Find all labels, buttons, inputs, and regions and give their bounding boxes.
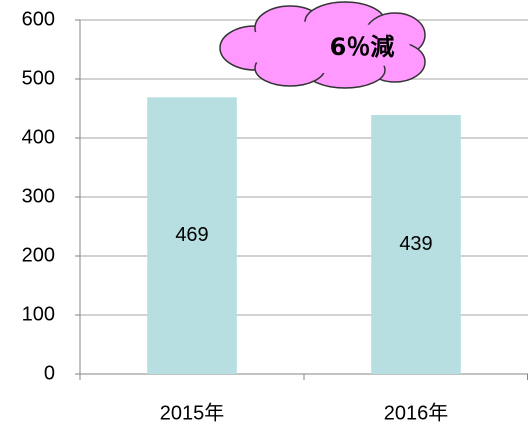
value-label: 469 bbox=[175, 224, 208, 246]
y-tick-label: 100 bbox=[22, 303, 55, 325]
value-label: 439 bbox=[399, 233, 432, 255]
y-tick-label: 600 bbox=[22, 8, 55, 30]
cloud bbox=[219, 1, 426, 89]
y-tick-label: 300 bbox=[22, 185, 55, 207]
annotation: 6％減 bbox=[330, 33, 395, 61]
x-tick-label: 2016年 bbox=[384, 401, 449, 424]
bar bbox=[371, 114, 461, 375]
bar bbox=[147, 97, 237, 374]
x-tick-label: 2015年 bbox=[160, 401, 225, 424]
y-tick-label: 200 bbox=[22, 244, 55, 266]
y-tick-label: 0 bbox=[44, 362, 55, 384]
y-tick-label: 500 bbox=[22, 67, 55, 89]
y-tick-label: 400 bbox=[22, 126, 55, 148]
